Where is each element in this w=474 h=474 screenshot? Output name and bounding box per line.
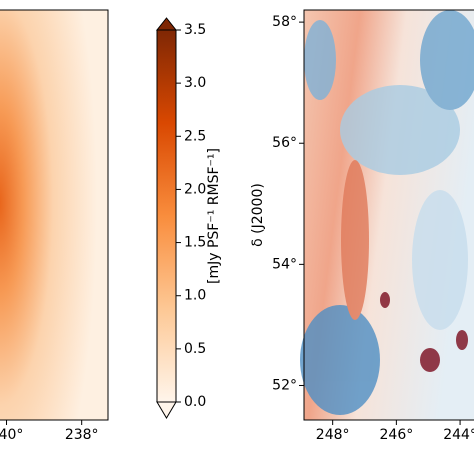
y-tick-label: 3.0: [184, 75, 206, 91]
x-tick-label: 244°: [443, 427, 474, 443]
x-tick-label: 240°: [0, 427, 23, 443]
colorbar: [156, 29, 177, 403]
y-tick-label: 56°: [272, 135, 297, 151]
x-tick-label: 248°: [316, 427, 350, 443]
y-tick-label: 52°: [272, 377, 297, 393]
y-tick-label: 2.5: [184, 128, 206, 144]
right-frame: [303, 9, 474, 421]
y-axis-label: δ (J2000): [250, 183, 266, 247]
colorbar-extend-top: [155, 17, 178, 31]
image-texture: [300, 10, 474, 415]
y-tick-label: 1.5: [184, 235, 206, 251]
left-image: [0, 9, 109, 421]
y-tick-label: 2.0: [184, 181, 206, 197]
y-tick-label: 0.5: [184, 341, 206, 357]
y-tick-label: 1.0: [184, 288, 206, 304]
x-tick-label: 246°: [380, 427, 414, 443]
x-tick-label: 238°: [65, 427, 99, 443]
colorbar-label: [mJy PSF⁻¹ RMSF⁻¹]: [206, 148, 222, 284]
y-tick-label: 58°: [272, 14, 297, 30]
y-tick-label: 3.5: [184, 22, 206, 38]
y-tick-label: 54°: [272, 256, 297, 272]
colorbar-extend-bottom: [156, 401, 177, 419]
y-tick-label: 0.0: [184, 394, 206, 410]
